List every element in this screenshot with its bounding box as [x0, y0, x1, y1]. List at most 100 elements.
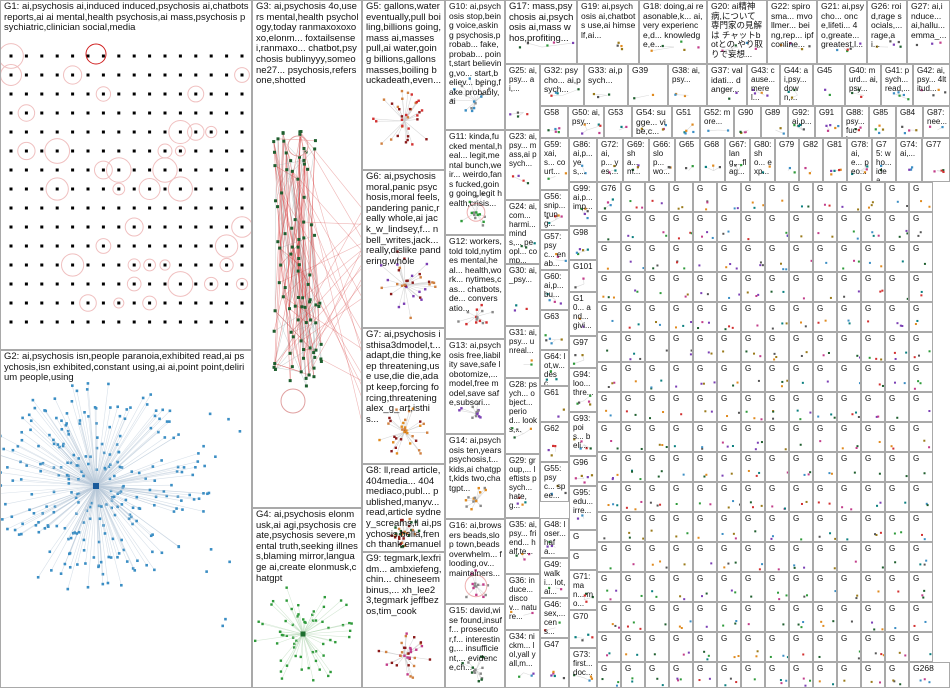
group-graph [753, 678, 756, 681]
node [554, 130, 557, 133]
node [675, 385, 678, 388]
node [546, 293, 549, 296]
edge [794, 124, 803, 131]
self-loop-ring [62, 65, 83, 85]
node [727, 506, 730, 509]
node [921, 594, 924, 597]
node [471, 416, 474, 419]
edge [379, 431, 405, 441]
edge [277, 138, 292, 333]
node [400, 541, 404, 545]
isolate-node [148, 282, 152, 286]
edge [76, 390, 97, 487]
group-minor-40: G [909, 242, 933, 272]
group-graph [730, 589, 737, 594]
isolate-node [9, 301, 13, 305]
group-graph [675, 260, 686, 270]
node [293, 218, 297, 222]
node [842, 267, 845, 270]
group-label: G [697, 454, 704, 463]
node [101, 572, 105, 576]
group-label: G [769, 484, 776, 493]
node [475, 593, 478, 597]
group-graph [867, 201, 874, 209]
group-graph [673, 445, 676, 448]
node [312, 375, 316, 379]
node [434, 285, 437, 289]
node [420, 109, 424, 112]
group-label: G [889, 664, 896, 673]
edge [94, 407, 97, 487]
isolate-node [148, 168, 152, 172]
edge [574, 674, 585, 679]
self-loop-ring [93, 160, 113, 180]
group-graph [852, 230, 859, 240]
node [915, 43, 919, 47]
group-graph [906, 297, 908, 300]
group-label: G [913, 304, 920, 313]
node [685, 129, 688, 132]
node [896, 200, 899, 203]
group-label: G [769, 334, 776, 343]
node [400, 533, 403, 536]
isolate-node [71, 149, 75, 153]
node [867, 320, 870, 323]
group-graph [800, 500, 808, 505]
group-label: G25: ai,psy... ai,... [509, 66, 538, 93]
edge [279, 171, 293, 249]
group-graph [377, 632, 432, 679]
edge [397, 264, 405, 286]
group-label: G65 [679, 140, 695, 149]
node [296, 245, 300, 249]
group-minor-115: G [693, 422, 717, 452]
node [584, 172, 587, 175]
node [482, 595, 485, 599]
node [590, 677, 594, 680]
group-label: G [573, 532, 580, 541]
node [698, 264, 701, 267]
node [285, 586, 288, 589]
node [803, 566, 806, 569]
node [208, 412, 212, 416]
isolate-node [40, 282, 44, 286]
node [13, 528, 17, 532]
node [276, 240, 280, 244]
group-label: G [625, 454, 632, 463]
edge [548, 176, 556, 180]
node [285, 634, 289, 638]
group-graph [698, 264, 701, 267]
node [700, 292, 703, 295]
edge [404, 282, 433, 286]
node [209, 548, 213, 551]
node [769, 655, 772, 658]
group-graph [920, 200, 931, 208]
node [273, 367, 277, 371]
group-label: G [817, 634, 824, 643]
node [77, 501, 80, 504]
group-label: G56: snip... trung... [544, 192, 566, 228]
node [475, 410, 478, 414]
node [411, 407, 415, 410]
group-graph [833, 567, 836, 570]
isolate-node [101, 320, 105, 324]
group-g12: G12: workers,told told,nytimes mental,he… [445, 235, 505, 339]
node [129, 406, 132, 409]
group-label: G [625, 394, 632, 403]
group-minor-116: G [717, 422, 741, 452]
node [468, 77, 472, 80]
node [684, 295, 687, 298]
node [525, 307, 528, 311]
edge [277, 138, 291, 381]
group-label: G [817, 244, 824, 253]
group-g68: G68 [700, 138, 725, 182]
node [707, 654, 710, 657]
node [591, 636, 594, 639]
node [674, 326, 677, 329]
group-minor-49: G [789, 272, 813, 302]
node [603, 537, 606, 540]
node [470, 508, 473, 511]
group-label: G [625, 484, 632, 493]
node [557, 415, 560, 418]
isolate-node [194, 244, 198, 248]
group-minor-35: G [789, 242, 813, 272]
